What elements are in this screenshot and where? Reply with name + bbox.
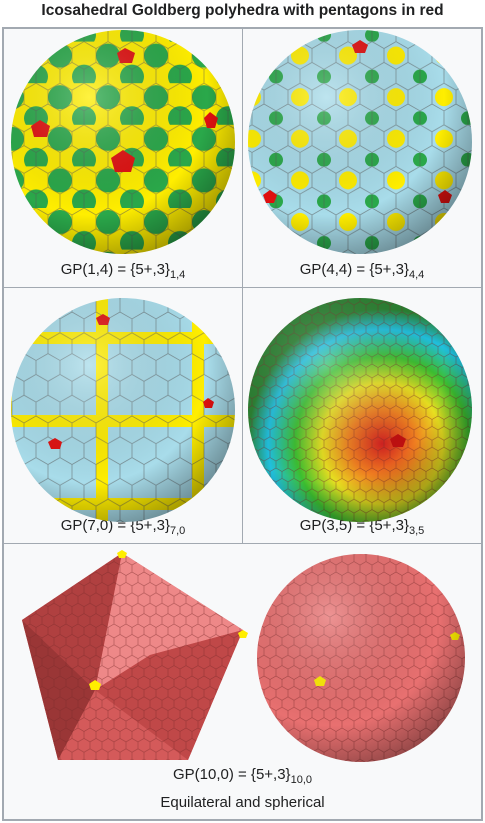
caption: GP(1,4) = {5+,3}1,4	[4, 261, 242, 281]
caption-text: GP(3,5) = {5+,3}	[299, 517, 409, 534]
caption-sub: 4,4	[408, 269, 425, 281]
caption-text: GP(7,0) = {5+,3}	[60, 517, 170, 534]
caption-sub: 1,4	[169, 269, 186, 281]
cell: GP(10,0) = {5+,3}10,0 Equilateral and sp…	[3, 543, 482, 820]
caption: GP(4,4) = {5+,3}4,4	[243, 261, 481, 281]
caption-sub: 10,0	[290, 774, 312, 786]
caption-text: GP(4,4) = {5+,3}	[299, 261, 409, 278]
caption-note: Equilateral and spherical	[160, 794, 325, 811]
cell: GP(7,0) = {5+,3}7,0	[3, 287, 243, 544]
title: Icosahedral Goldberg polyhedra with pent…	[41, 2, 444, 19]
caption-sub: 3,5	[408, 525, 425, 537]
gallery: GP(1,4) = {5+,3}1,4 GP(4,4) = {5+,3}4,4 …	[2, 27, 483, 821]
cell: GP(3,5) = {5+,3}3,5	[242, 287, 482, 544]
caption-text: GP(10,0) = {5+,3}	[172, 766, 291, 783]
caption: GP(7,0) = {5+,3}7,0	[4, 517, 242, 537]
caption-sub: 7,0	[169, 525, 186, 537]
caption: GP(10,0) = {5+,3}10,0	[4, 766, 481, 786]
cell: GP(1,4) = {5+,3}1,4	[3, 28, 243, 288]
cell: GP(4,4) = {5+,3}4,4	[242, 28, 482, 288]
caption: GP(3,5) = {5+,3}3,5	[243, 517, 481, 537]
caption-text: GP(1,4) = {5+,3}	[60, 261, 170, 278]
